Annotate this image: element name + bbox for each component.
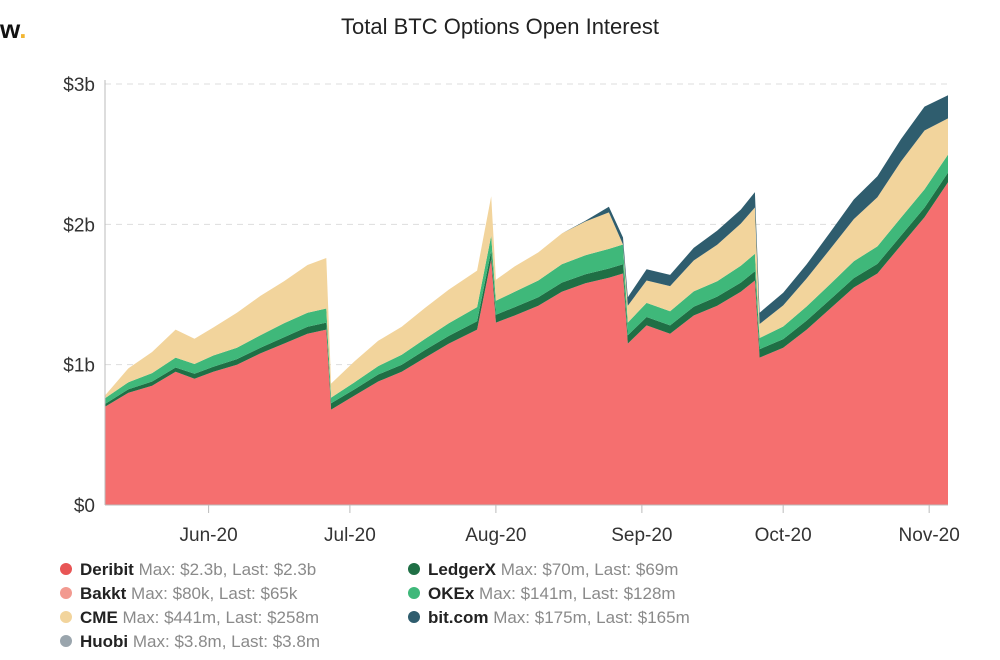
- y-tick-label: $0: [74, 496, 95, 517]
- brand-letter: w: [0, 14, 20, 44]
- area-deribit: [105, 182, 948, 505]
- x-tick-label: Nov-20: [899, 525, 960, 545]
- open-interest-chart: $0 $1b $2b $3b Jun-20 Jul-20 Aug-20 Sep-20 Oct-2…: [63, 75, 960, 545]
- x-tick-label: Jun-20: [180, 525, 238, 545]
- legend-stats: Max: $141m, Last: $128m: [479, 584, 676, 603]
- legend-name: bit.com: [428, 608, 489, 627]
- legend-name: Bakkt: [80, 584, 127, 603]
- legend-item-ledgerx[interactable]: LedgerX Max: $70m, Last: $69m: [388, 558, 690, 582]
- legend-item-cme[interactable]: CME Max: $441m, Last: $258m: [40, 606, 320, 630]
- legend-swatch: [408, 562, 420, 575]
- legend-item-huobi[interactable]: Huobi Max: $3.8m, Last: $3.8m: [40, 630, 320, 654]
- legend-swatch: [60, 586, 72, 599]
- legend-swatch: [60, 610, 72, 623]
- legend-swatch: [408, 586, 420, 599]
- legend-name: CME: [80, 608, 118, 627]
- legend-name: LedgerX: [428, 560, 497, 579]
- legend-item-bitcom[interactable]: bit.com Max: $175m, Last: $165m: [388, 606, 690, 630]
- legend-stats: Max: $3.8m, Last: $3.8m: [132, 632, 320, 651]
- legend-name: OKEx: [428, 584, 475, 603]
- y-tick-label: $2b: [63, 215, 95, 236]
- legend-item-bakkt[interactable]: Bakkt Max: $80k, Last: $65k: [40, 582, 320, 606]
- y-tick-label: $1b: [63, 356, 95, 377]
- x-tick-label: Oct-20: [755, 525, 812, 545]
- legend-swatch: [60, 562, 72, 575]
- x-tick-label: Jul-20: [324, 525, 376, 545]
- legend-name: Deribit: [80, 560, 134, 579]
- legend-stats: Max: $70m, Last: $69m: [500, 560, 679, 579]
- legend-stats: Max: $2.3b, Last: $2.3b: [138, 560, 317, 579]
- legend-name: Huobi: [80, 632, 129, 651]
- y-tick-label: $3b: [63, 75, 95, 96]
- x-tick-label: Sep-20: [611, 525, 672, 545]
- legend-swatch: [60, 634, 72, 647]
- legend-stats: Max: $80k, Last: $65k: [131, 584, 298, 603]
- chart-title: Total BTC Options Open Interest: [341, 14, 659, 39]
- legend-column-right: LedgerX Max: $70m, Last: $69m OKEx Max: …: [388, 558, 690, 630]
- legend-swatch: [408, 610, 420, 623]
- legend-stats: Max: $175m, Last: $165m: [493, 608, 690, 627]
- x-tick-label: Aug-20: [465, 525, 526, 545]
- legend-item-okex[interactable]: OKEx Max: $141m, Last: $128m: [388, 582, 690, 606]
- legend-item-deribit[interactable]: Deribit Max: $2.3b, Last: $2.3b: [40, 558, 320, 582]
- legend-stats: Max: $441m, Last: $258m: [122, 608, 320, 627]
- brand-logo: w.: [0, 14, 27, 45]
- brand-dot: .: [19, 14, 27, 44]
- legend-column-left: Deribit Max: $2.3b, Last: $2.3b Bakkt Ma…: [40, 558, 320, 654]
